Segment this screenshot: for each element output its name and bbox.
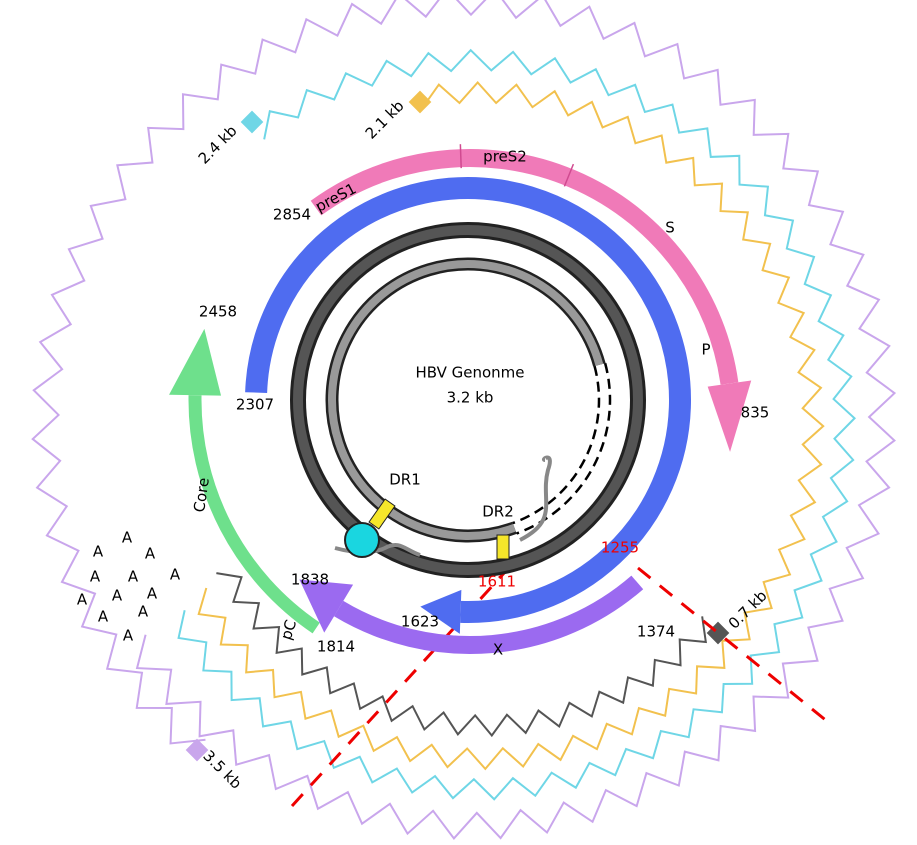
orf-boundary	[460, 144, 461, 168]
position-label: 835	[741, 404, 770, 422]
poly-a: A	[170, 566, 181, 584]
poly-a: A	[138, 603, 149, 621]
cleavage-label: 1611	[478, 573, 516, 591]
position-label: 1374	[637, 623, 675, 641]
transcript-label: 2.1 kb	[362, 97, 408, 143]
poly-a: A	[77, 591, 88, 609]
rna-primer	[520, 458, 550, 541]
orf-core-head	[169, 329, 221, 396]
position-label: 2458	[199, 303, 237, 321]
position-label: 1838	[291, 571, 329, 589]
poly-a: A	[128, 568, 139, 586]
position-label: 1623	[401, 613, 439, 631]
region-label: P	[701, 341, 710, 359]
region-label: preS2	[483, 148, 527, 166]
polymerase	[345, 523, 379, 557]
position-label: 2307	[236, 396, 274, 414]
genome-title: HBV Genonme	[415, 364, 524, 382]
region-label: S	[665, 219, 675, 237]
poly-a: A	[112, 587, 123, 605]
poly-a: A	[145, 545, 156, 563]
transcript-start	[241, 111, 264, 134]
genome-size: 3.2 kb	[447, 389, 494, 407]
transcript-start	[409, 91, 432, 114]
dashed-strand	[513, 366, 599, 523]
poly-a: A	[123, 627, 134, 645]
cleavage-line	[638, 568, 828, 722]
poly-a: A	[90, 568, 101, 586]
repeat-label: DR1	[389, 471, 421, 489]
transcript-label: 2.4 kb	[195, 122, 241, 168]
poly-a: A	[147, 585, 158, 603]
region-label: Core	[190, 476, 213, 513]
dr2-marker	[497, 535, 509, 559]
position-label: 2854	[273, 206, 311, 224]
hbv-diagram: HBV Genonme3.2 kbpreS1preS2SPCorepCXDR1D…	[0, 0, 917, 845]
poly-a: A	[98, 608, 109, 626]
region-label: X	[493, 641, 503, 659]
poly-a: A	[93, 543, 104, 561]
repeat-label: DR2	[482, 503, 514, 521]
poly-a: A	[122, 529, 133, 547]
transcript-label: 3.5 kb	[199, 747, 245, 793]
position-label: 1814	[317, 638, 355, 656]
cleavage-label: 1255	[601, 539, 639, 557]
